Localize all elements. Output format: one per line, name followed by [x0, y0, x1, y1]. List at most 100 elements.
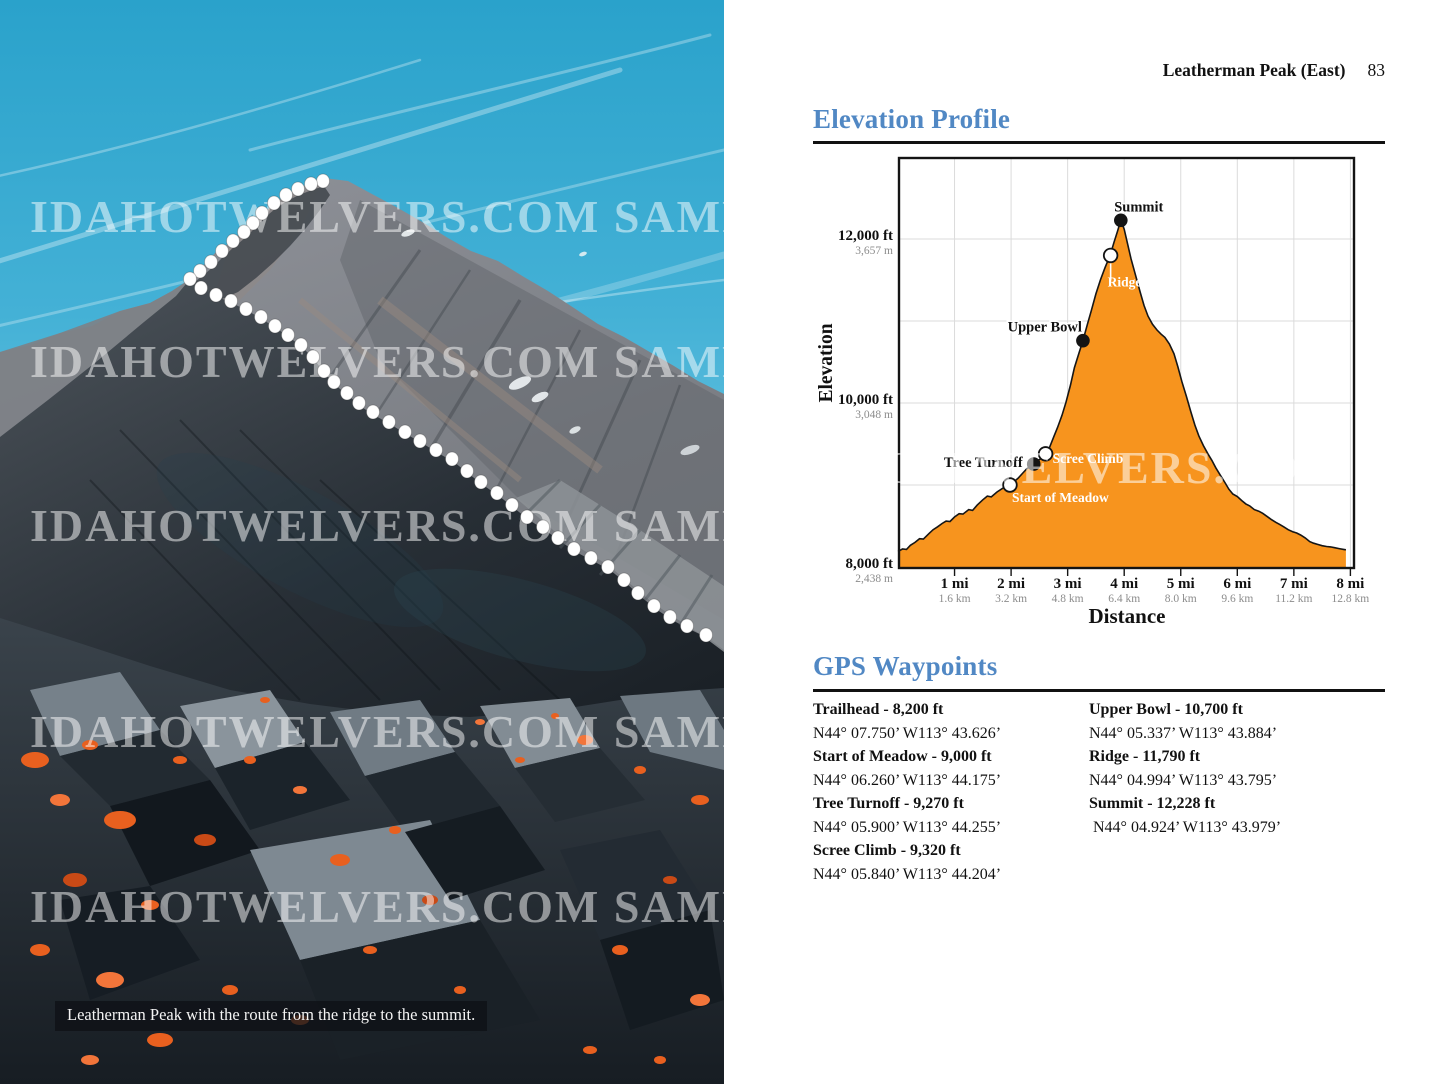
- x-tick-label: 8 mi 12.8 km: [1305, 576, 1395, 606]
- elevation-outline: [897, 217, 1347, 553]
- waypoint-name: Trailhead - 8,200 ft: [813, 701, 944, 718]
- route-dot: [631, 585, 645, 601]
- x-tick-km: 12.8 km: [1331, 593, 1370, 606]
- waypoint-marker-open: [1002, 477, 1018, 493]
- waypoint-marker-filled: [1076, 333, 1090, 348]
- waypoint-coordinates: N44° 04.994’ W113° 43.795’: [1089, 771, 1278, 789]
- waypoint-label: Start of Meadow: [1012, 490, 1109, 505]
- route-dot: [306, 349, 320, 365]
- sunlit-lower-wedge: [516, 480, 724, 652]
- x-tick-mi: 4 mi: [1110, 576, 1139, 592]
- x-axis-title: Distance: [1088, 604, 1166, 628]
- teal-tint-2: [394, 568, 646, 672]
- plot-border: [897, 156, 1356, 570]
- y-tick-m: 3,048 m: [855, 408, 893, 421]
- x-tick-mi: 3 mi: [1053, 576, 1082, 592]
- route-dot: [474, 474, 488, 490]
- x-tick-label: 3 mi 4.8 km: [1023, 576, 1113, 606]
- route-dot: [445, 451, 459, 467]
- near-slope-texture: [89, 419, 561, 701]
- gps-waypoints-heading: GPS Waypoints: [813, 651, 998, 681]
- gps-column-left: Trailhead - 8,200 ft N44° 07.750’ W113° 4…: [813, 698, 1103, 886]
- waypoint-name: Tree Turnoff - 9,270 ft: [813, 795, 964, 812]
- route-dot: [183, 271, 197, 287]
- route-dot: [267, 195, 281, 211]
- route-dot: [663, 609, 677, 625]
- route-dot: [398, 424, 412, 440]
- guidebook-page: Leatherman Peak (East) 83 Elevation Prof…: [724, 0, 1445, 1084]
- x-tick-mi: 7 mi: [1279, 576, 1308, 592]
- x-tick-label: 5 mi 8.0 km: [1136, 576, 1226, 606]
- waypoint-name: Start of Meadow - 9,000 ft: [813, 748, 992, 765]
- waypoint-coordinates: N44° 05.840’ W113° 44.204’: [813, 865, 1002, 883]
- y-tick-label: 10,000 ft 3,048 m: [763, 392, 893, 421]
- route-dot: [352, 395, 366, 411]
- waypoint-label: Tree Turnoff: [944, 455, 1023, 471]
- x-tick-km: 9.6 km: [1221, 593, 1254, 606]
- mountain-photo-illustration: [0, 0, 724, 1084]
- page-number: 83: [1367, 60, 1386, 80]
- x-tick-mi: 5 mi: [1166, 576, 1195, 592]
- x-tick-label: 6 mi 9.6 km: [1192, 576, 1282, 606]
- ridge-shadow-band: [191, 186, 330, 300]
- route-dot: [680, 618, 694, 634]
- page-header: Leatherman Peak (East) 83: [1163, 60, 1385, 81]
- orange-lichen: [21, 697, 710, 1065]
- lower-wedge-gullies: [518, 478, 714, 626]
- route-dot: [460, 463, 474, 479]
- x-tick-mi: 2 mi: [997, 576, 1026, 592]
- x-tick-label: 1 mi 1.6 km: [910, 576, 1000, 606]
- y-tick-m: 2,438 m: [855, 572, 893, 585]
- waypoint-name: Ridge - 11,790 ft: [1089, 748, 1201, 765]
- route-dot: [279, 187, 293, 203]
- x-tick-mi: 8 mi: [1336, 576, 1365, 592]
- route-dot: [255, 205, 269, 221]
- snow-patches: [401, 229, 700, 456]
- route-dotted-line: [183, 173, 713, 643]
- waypoint-coordinates: N44° 06.260’ W113° 44.175’: [813, 771, 1002, 789]
- route-dot: [224, 293, 238, 309]
- route-dot: [601, 559, 615, 575]
- route-dot: [281, 327, 295, 343]
- y-tick-label: 12,000 ft 3,657 m: [763, 228, 893, 257]
- teal-tint-1: [156, 452, 444, 628]
- waypoint-coordinates: N44° 05.900’ W113° 44.255’: [813, 818, 1002, 836]
- route-dot: [327, 374, 341, 390]
- route-dot: [239, 301, 253, 317]
- route-dot: [194, 280, 208, 296]
- running-head-title: Leatherman Peak (East): [1162, 60, 1346, 80]
- x-tick-label: 4 mi 6.4 km: [1079, 576, 1169, 606]
- waypoint-label: Summit: [1114, 199, 1163, 215]
- elevation-area: [898, 220, 1346, 569]
- route-dot: [193, 263, 207, 279]
- x-tick-mi: 6 mi: [1223, 576, 1252, 592]
- x-tick-km: 8.0 km: [1164, 593, 1197, 606]
- waypoint-marker-open: [1037, 446, 1054, 462]
- route-dot: [226, 233, 240, 249]
- photo-caption: Leatherman Peak with the route from the …: [55, 1001, 488, 1031]
- waypoint-coordinates: N44° 07.750’ W113° 43.626’: [813, 724, 1002, 742]
- left-shoulder-face: [0, 279, 190, 437]
- heading-rule: [813, 141, 1385, 144]
- y-tick-m: 3,657 m: [855, 244, 893, 257]
- route-dot: [340, 385, 354, 401]
- route-dot: [536, 519, 550, 535]
- x-tick-km: 3.2 km: [995, 593, 1028, 606]
- x-tick-mi: 1 mi: [940, 576, 969, 592]
- route-dot: [215, 243, 229, 259]
- waypoint-marker-filled: [1026, 457, 1041, 471]
- route-dot: [429, 442, 443, 458]
- route-dot: [617, 572, 631, 588]
- route-dot: [382, 414, 396, 430]
- route-dot: [317, 363, 331, 379]
- y-tick-ft: 10,000 ft: [838, 392, 893, 408]
- waypoint-name: Scree Climb - 9,320 ft: [813, 842, 961, 859]
- x-tick-km: 6.4 km: [1108, 593, 1141, 606]
- route-dot: [204, 254, 218, 270]
- route-dot: [490, 485, 504, 501]
- route-dot: [551, 530, 565, 546]
- x-tick-label: 7 mi 11.2 km: [1249, 576, 1339, 606]
- route-dot: [520, 509, 534, 525]
- route-dot: [209, 287, 223, 303]
- waypoint-marker-filled: [1114, 213, 1128, 228]
